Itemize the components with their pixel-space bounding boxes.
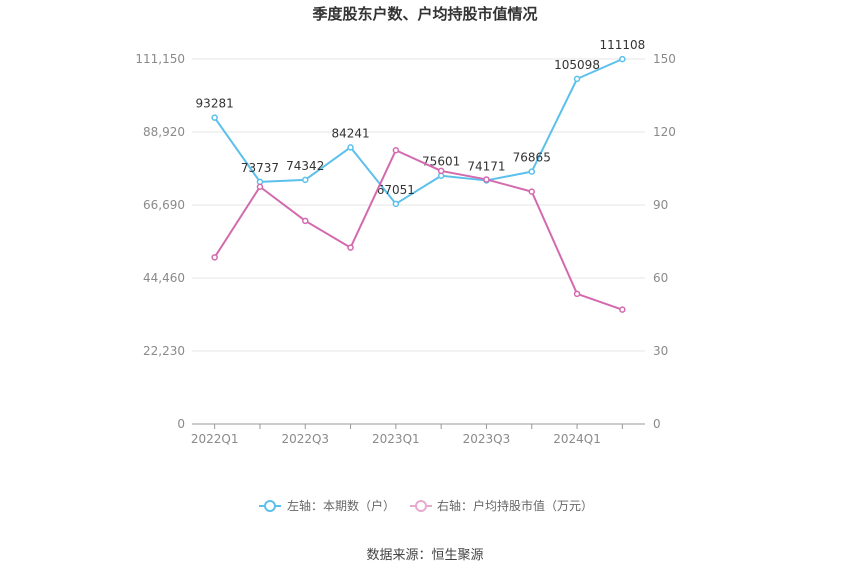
x-tick-label: 2023Q3 bbox=[463, 432, 511, 446]
data-point bbox=[619, 55, 626, 63]
left-tick-label: 88,920 bbox=[143, 125, 185, 139]
right-tick-label: 90 bbox=[653, 198, 668, 212]
right-axis-ticks: 0 30 60 90 120 150 bbox=[653, 52, 676, 431]
data-label: 111108 bbox=[599, 38, 645, 52]
chart-title: 季度股东户数、户均持股市值情况 bbox=[312, 5, 537, 23]
series-layer: 93281 73737 74342 84241 67051 75601 74171 76865… bbox=[196, 38, 645, 313]
series-line-1 bbox=[213, 58, 623, 205]
left-tick-label: 111,150 bbox=[135, 52, 185, 66]
data-point bbox=[256, 183, 264, 190]
x-tick-label: 2023Q1 bbox=[372, 432, 420, 446]
data-label: 74171 bbox=[467, 159, 505, 173]
data-point bbox=[392, 147, 400, 154]
data-point bbox=[619, 306, 626, 313]
x-tick-label: 2024Q1 bbox=[553, 432, 601, 446]
series-line-2 bbox=[213, 149, 623, 311]
legend-label: 左轴：本期数（户） bbox=[287, 498, 395, 513]
data-label: 93281 bbox=[196, 97, 234, 111]
right-tick-label: 60 bbox=[653, 271, 668, 285]
left-tick-label: 44,460 bbox=[143, 271, 185, 285]
data-point bbox=[211, 254, 218, 261]
data-point bbox=[347, 144, 354, 151]
right-tick-label: 150 bbox=[653, 52, 676, 66]
legend-marker bbox=[415, 500, 427, 512]
data-point bbox=[302, 176, 309, 184]
source-note: 数据来源：恒生聚源 bbox=[366, 548, 483, 563]
data-label: 75601 bbox=[422, 155, 460, 169]
data-point bbox=[211, 114, 218, 121]
data-point bbox=[437, 167, 445, 175]
data-point bbox=[392, 200, 400, 208]
data-label: 105098 bbox=[554, 58, 600, 72]
data-point bbox=[528, 168, 535, 175]
data-label: 74342 bbox=[286, 159, 324, 173]
gridlines bbox=[192, 58, 645, 352]
legend[interactable]: 左轴：本期数（户） 右轴：户均持股市值（万元） bbox=[259, 498, 593, 513]
legend-label: 右轴：户均持股市值（万元） bbox=[437, 498, 593, 513]
x-tick-label: 2022Q3 bbox=[281, 432, 329, 446]
right-tick-label: 30 bbox=[653, 344, 668, 358]
data-label: 76865 bbox=[513, 151, 551, 165]
data-point bbox=[302, 217, 309, 225]
right-tick-label: 120 bbox=[653, 125, 676, 139]
right-tick-label: 0 bbox=[653, 417, 661, 431]
data-point bbox=[573, 75, 581, 83]
data-point bbox=[483, 176, 490, 183]
data-point bbox=[347, 244, 354, 251]
left-axis-ticks: 0 22,230 44,460 66,690 88,920 111,150 bbox=[135, 52, 185, 431]
data-label: 73737 bbox=[241, 161, 279, 175]
data-label: 84241 bbox=[331, 126, 369, 140]
x-axis: 2022Q1 2022Q3 2023Q1 2023Q3 2024Q1 bbox=[191, 423, 645, 446]
data-label: 67051 bbox=[377, 183, 415, 197]
left-tick-label: 22,230 bbox=[143, 344, 185, 358]
data-point bbox=[573, 290, 581, 298]
x-tick-label: 2022Q1 bbox=[191, 432, 239, 446]
legend-marker bbox=[264, 500, 276, 512]
left-tick-label: 66,690 bbox=[143, 198, 185, 212]
left-tick-label: 0 bbox=[177, 417, 185, 431]
data-point bbox=[528, 188, 535, 195]
